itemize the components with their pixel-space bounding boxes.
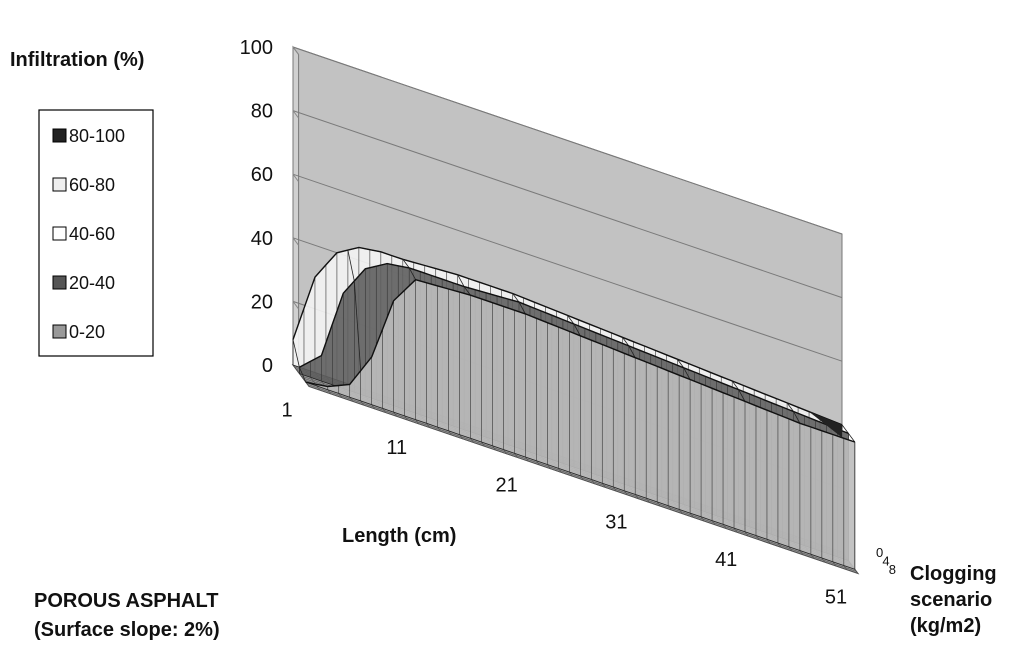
mesh-cross-line bbox=[347, 250, 355, 282]
y-axis-title-line-2: scenario bbox=[910, 589, 992, 611]
x-tick-label: 41 bbox=[715, 549, 737, 571]
legend-label: 20-40 bbox=[69, 273, 115, 293]
series-line bbox=[305, 278, 856, 443]
mesh-cross-line bbox=[676, 358, 685, 368]
x-tick-label: 31 bbox=[605, 512, 627, 534]
legend-label: 40-60 bbox=[69, 224, 115, 244]
mesh-cross-line bbox=[512, 293, 520, 303]
y-axis-title-line-1: Clogging bbox=[910, 563, 997, 585]
mesh-cross-line bbox=[573, 323, 581, 336]
z-tick-label: 40 bbox=[251, 228, 273, 250]
mesh-cross-line bbox=[353, 280, 362, 371]
surface-mesh bbox=[292, 246, 856, 570]
mesh-cross-line bbox=[463, 286, 471, 296]
z-gridline bbox=[292, 173, 843, 362]
mesh-cross-line bbox=[738, 389, 746, 402]
z-gridline-side bbox=[292, 301, 300, 310]
z-tick-label: 80 bbox=[251, 101, 273, 123]
legend-label: 80-100 bbox=[69, 126, 125, 146]
z-gridline-side bbox=[292, 237, 300, 246]
caption-line-2: (Surface slope: 2%) bbox=[34, 619, 220, 641]
z-gridline-side bbox=[292, 110, 300, 119]
x-tick-label: 11 bbox=[386, 437, 407, 459]
floor-gridline bbox=[307, 384, 857, 572]
side-wall bbox=[292, 45, 300, 375]
floor-gridline bbox=[308, 386, 859, 574]
legend-label: 0-20 bbox=[69, 322, 105, 342]
mesh-cross-line bbox=[731, 380, 739, 390]
z-tick-label: 20 bbox=[251, 291, 273, 313]
y-tick-label: 0 bbox=[876, 545, 883, 560]
mesh-cross-line bbox=[793, 411, 801, 424]
legend-swatch bbox=[52, 226, 67, 241]
caption-line-1: POROUS ASPHALT bbox=[34, 590, 218, 612]
mesh-cross-line bbox=[402, 259, 410, 269]
z-tick-label: 100 bbox=[240, 37, 273, 59]
band-80-100-patch bbox=[809, 411, 842, 438]
mesh-cross-line bbox=[683, 367, 691, 380]
legend-swatch bbox=[52, 128, 67, 143]
mesh-cross-line bbox=[408, 267, 416, 280]
legend-label: 60-80 bbox=[69, 175, 115, 195]
legend-swatch bbox=[52, 177, 67, 192]
mesh-cross-line bbox=[622, 337, 630, 347]
z-gridline bbox=[292, 110, 843, 299]
z-gridline-side bbox=[292, 46, 300, 55]
mesh-cross-line bbox=[299, 367, 307, 383]
z-axis-title: Infiltration (%) bbox=[10, 49, 144, 71]
mesh-cross-line bbox=[292, 339, 300, 368]
mesh-cross-line bbox=[786, 402, 794, 412]
x-tick-label: 21 bbox=[495, 474, 517, 496]
z-tick-label: 0 bbox=[262, 355, 273, 377]
x-tick-label: 51 bbox=[825, 587, 847, 609]
x-axis-title: Length (cm) bbox=[342, 525, 456, 547]
x-tick-label: 1 bbox=[281, 400, 292, 422]
legend-swatch bbox=[52, 324, 67, 339]
mesh-cross-line bbox=[457, 274, 465, 287]
mesh-cross-line bbox=[848, 433, 856, 443]
z-gridline bbox=[292, 46, 843, 235]
legend: 80-100 60-80 40-60 20-40 0-20 bbox=[38, 109, 154, 357]
mesh-cross-line bbox=[841, 424, 849, 434]
legend-swatch bbox=[52, 275, 67, 290]
y-tick-label: 4 bbox=[882, 554, 889, 569]
z-tick-label: 60 bbox=[251, 164, 273, 186]
z-gridline-side bbox=[292, 173, 300, 183]
y-tick-label: 8 bbox=[889, 562, 896, 577]
y-axis-title-line-3: (kg/m2) bbox=[910, 615, 981, 637]
mesh-cross-line bbox=[518, 301, 526, 315]
mesh-cross-line bbox=[628, 345, 636, 358]
mesh-cross-line bbox=[567, 315, 575, 325]
